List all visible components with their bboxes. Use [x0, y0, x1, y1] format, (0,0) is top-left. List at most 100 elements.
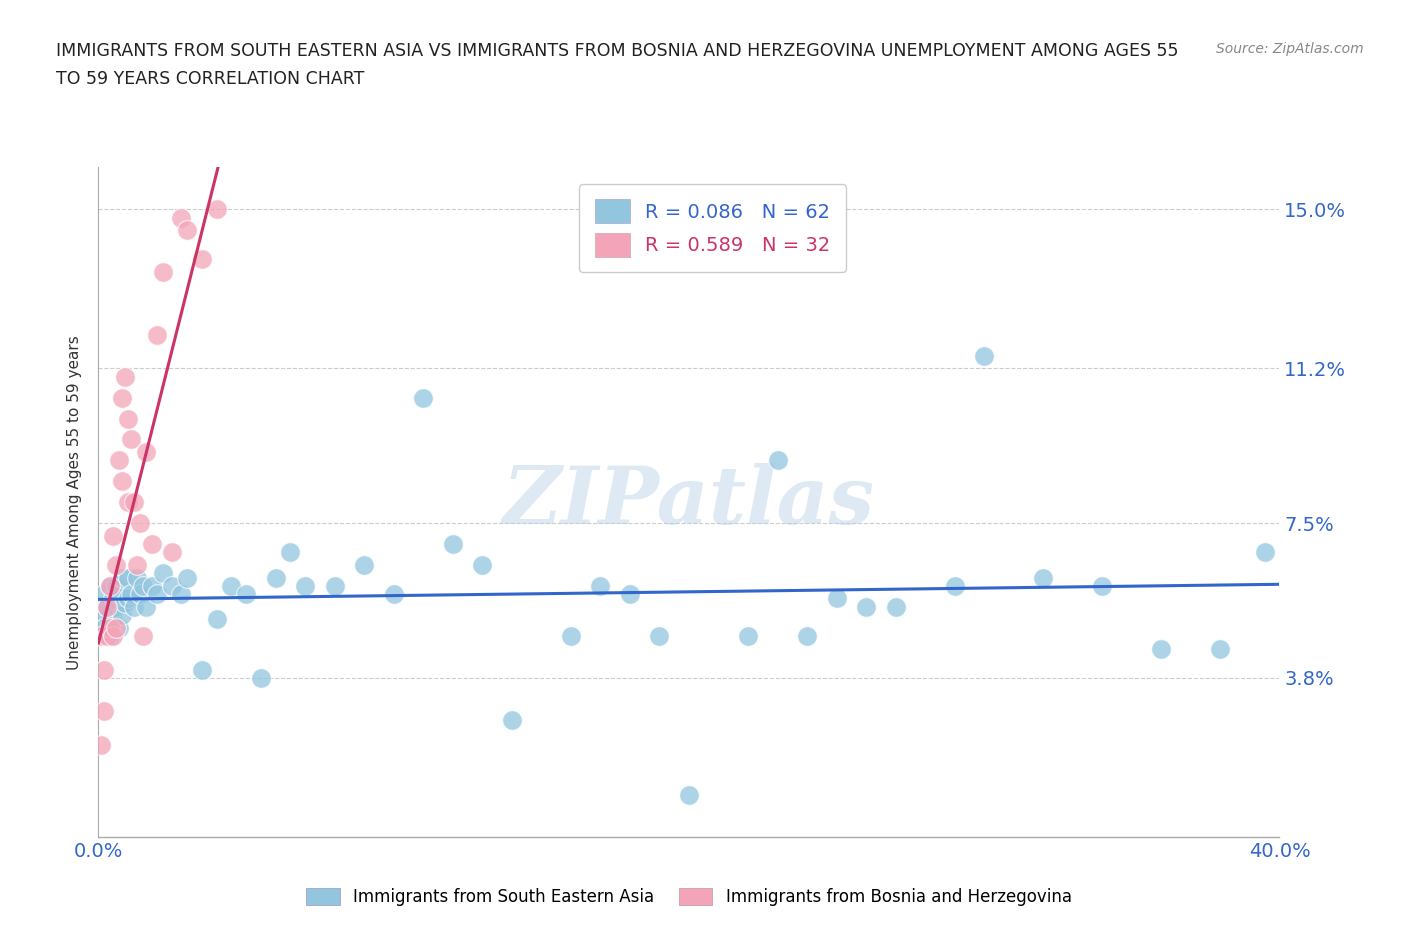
Point — [766, 453, 789, 468]
Point — [120, 587, 142, 602]
Point — [103, 612, 125, 627]
Point — [1209, 642, 1232, 657]
Point — [122, 495, 145, 510]
Point — [152, 265, 174, 280]
Point — [90, 604, 112, 618]
Point — [103, 629, 125, 644]
Point — [98, 620, 121, 635]
Point — [205, 612, 228, 627]
Point — [96, 600, 118, 615]
Point — [1254, 545, 1277, 560]
Point — [278, 545, 302, 560]
Point — [441, 537, 464, 551]
Point — [1032, 570, 1054, 585]
Point — [219, 578, 242, 593]
Point — [162, 545, 183, 560]
Point — [105, 578, 128, 593]
Point — [884, 600, 907, 615]
Point — [162, 578, 183, 593]
Point — [855, 600, 877, 615]
Point — [619, 587, 641, 602]
Point — [103, 528, 125, 543]
Point — [108, 620, 131, 635]
Point — [501, 712, 523, 727]
Point — [117, 570, 139, 585]
Point — [264, 570, 287, 585]
Point — [111, 474, 134, 489]
Point — [125, 558, 148, 573]
Point — [412, 391, 434, 405]
Point — [117, 411, 139, 426]
Text: ZIPatlas: ZIPatlas — [503, 463, 875, 541]
Text: Source: ZipAtlas.com: Source: ZipAtlas.com — [1216, 42, 1364, 56]
Point — [973, 349, 995, 364]
Point — [108, 587, 131, 602]
Point — [176, 223, 198, 238]
Point — [93, 587, 115, 602]
Point — [114, 369, 136, 384]
Point — [943, 578, 966, 593]
Point — [152, 565, 174, 580]
Point — [90, 737, 112, 752]
Point — [191, 662, 214, 677]
Point — [471, 558, 494, 573]
Point — [128, 516, 150, 531]
Point — [1091, 578, 1114, 593]
Point — [111, 608, 134, 623]
Text: IMMIGRANTS FROM SOUTH EASTERN ASIA VS IMMIGRANTS FROM BOSNIA AND HERZEGOVINA UNE: IMMIGRANTS FROM SOUTH EASTERN ASIA VS IM… — [56, 42, 1178, 60]
Point — [117, 591, 139, 606]
Point — [98, 629, 121, 644]
Point — [353, 558, 375, 573]
Point — [122, 600, 145, 615]
Point — [98, 578, 121, 593]
Point — [103, 591, 125, 606]
Point — [117, 495, 139, 510]
Point — [125, 570, 148, 585]
Point — [98, 578, 121, 593]
Legend: R = 0.086   N = 62, R = 0.589   N = 32: R = 0.086 N = 62, R = 0.589 N = 32 — [579, 184, 846, 272]
Point — [176, 570, 198, 585]
Point — [250, 671, 273, 685]
Point — [96, 629, 118, 644]
Point — [1150, 642, 1173, 657]
Point — [96, 600, 118, 615]
Point — [108, 453, 131, 468]
Point — [560, 629, 582, 644]
Point — [135, 445, 157, 459]
Point — [93, 704, 115, 719]
Point — [294, 578, 316, 593]
Point — [825, 591, 848, 606]
Point — [105, 600, 128, 615]
Point — [93, 620, 115, 635]
Point — [111, 391, 134, 405]
Point — [132, 578, 155, 593]
Point — [105, 558, 128, 573]
Point — [93, 662, 115, 677]
Point — [678, 788, 700, 803]
Point — [141, 537, 163, 551]
Point — [170, 587, 193, 602]
Text: TO 59 YEARS CORRELATION CHART: TO 59 YEARS CORRELATION CHART — [56, 70, 364, 87]
Point — [90, 629, 112, 644]
Point — [135, 600, 157, 615]
Point — [146, 327, 169, 342]
Point — [120, 432, 142, 447]
Point — [737, 629, 759, 644]
Point — [382, 587, 405, 602]
Point — [191, 252, 214, 267]
Point — [105, 620, 128, 635]
Point — [141, 578, 163, 593]
Point — [796, 629, 818, 644]
Point — [205, 202, 228, 217]
Point — [111, 570, 134, 585]
Legend: Immigrants from South Eastern Asia, Immigrants from Bosnia and Herzegovina: Immigrants from South Eastern Asia, Immi… — [299, 881, 1078, 912]
Point — [648, 629, 671, 644]
Point — [114, 595, 136, 610]
Point — [146, 587, 169, 602]
Point — [170, 210, 193, 225]
Y-axis label: Unemployment Among Ages 55 to 59 years: Unemployment Among Ages 55 to 59 years — [67, 335, 83, 670]
Point — [323, 578, 346, 593]
Point — [235, 587, 257, 602]
Point — [589, 578, 612, 593]
Point — [128, 587, 150, 602]
